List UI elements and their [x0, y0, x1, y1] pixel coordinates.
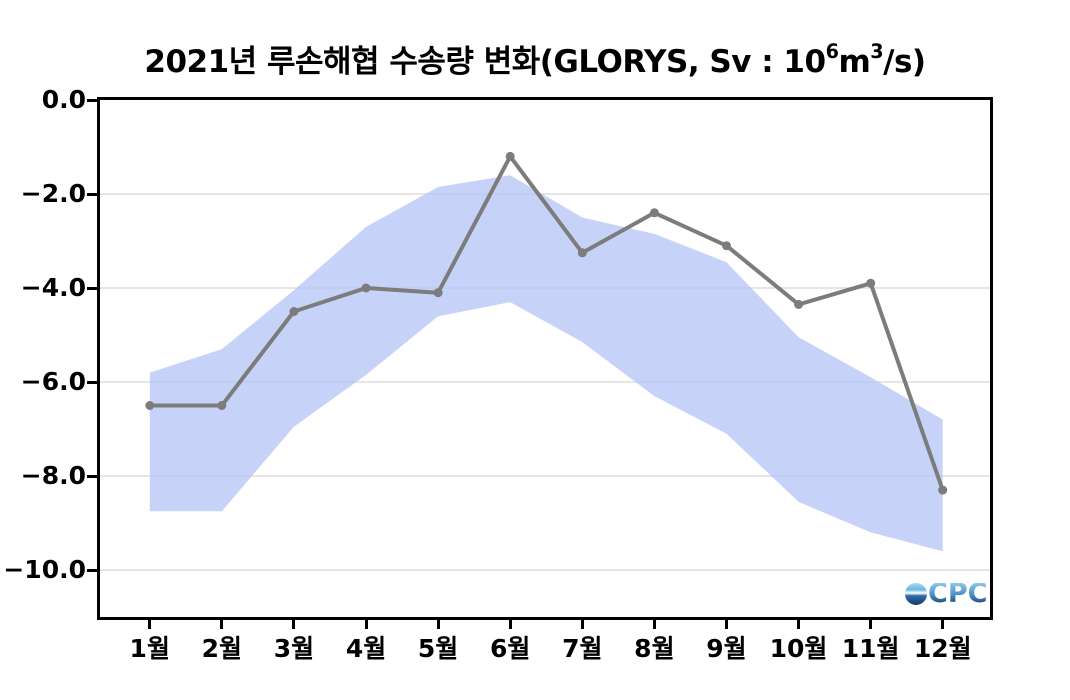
y-tick-mark: [87, 380, 98, 384]
ocpc-logo: CPC: [905, 578, 988, 609]
x-tick-label: 4월: [345, 634, 387, 663]
x-tick-mark: [148, 620, 152, 629]
x-tick-mark: [436, 620, 440, 629]
climatology-band-area: [149, 175, 943, 552]
y-tick-label: −2.0: [20, 179, 86, 208]
x-tick-mark: [724, 620, 728, 629]
x-tick-mark: [580, 620, 584, 629]
ocpc-logo-text: CPC: [928, 578, 988, 609]
x-tick-label: 8월: [634, 634, 675, 663]
y-tick-label: −8.0: [20, 461, 86, 490]
data-point: [361, 283, 371, 293]
y-tick-label: 0.0: [41, 85, 86, 114]
y-tick-mark: [87, 474, 98, 478]
data-point: [938, 485, 948, 495]
chart-title-m: m: [838, 44, 871, 80]
x-tick-label: 7월: [562, 634, 603, 663]
ocpc-logo-globe-icon: [905, 583, 927, 605]
y-tick-label: −10.0: [3, 555, 86, 584]
chart-title-suffix: /s): [883, 44, 926, 80]
data-point: [433, 288, 443, 298]
chart-title-sup3: 3: [870, 39, 884, 63]
x-tick-label: 6월: [489, 634, 531, 663]
data-point: [649, 208, 659, 218]
data-point: [217, 401, 227, 410]
data-point: [794, 299, 804, 309]
chart-title-sup6: 6: [825, 39, 839, 63]
chart-title-text: 2021년 루손해협 수송량 변화(GLORYS, Sv : 10: [144, 44, 826, 80]
data-point: [145, 401, 155, 410]
x-tick-label: 11월: [841, 634, 900, 663]
chart-title: 2021년 루손해협 수송량 변화(GLORYS, Sv : 106m3/s): [0, 36, 1070, 81]
x-tick-mark: [220, 620, 224, 629]
x-tick-label: 2월: [201, 634, 243, 663]
x-tick-label: 12월: [913, 634, 972, 663]
plot-area: CPC: [97, 97, 993, 620]
y-tick-mark: [87, 286, 98, 290]
data-point: [289, 307, 299, 316]
y-tick-label: −6.0: [20, 367, 86, 396]
transport-data-line: [147, 154, 945, 493]
x-tick-label: 3월: [273, 634, 315, 663]
x-tick-mark: [292, 620, 296, 629]
data-point: [577, 248, 587, 258]
y-tick-label: −4.0: [20, 273, 86, 302]
y-tick-mark: [87, 568, 98, 572]
x-tick-label: 5월: [417, 634, 459, 663]
x-tick-mark: [364, 620, 368, 629]
x-tick-label: 1월: [129, 634, 170, 663]
data-point: [866, 278, 876, 288]
x-tick-label: 10월: [769, 634, 828, 663]
y-tick-mark: [87, 192, 98, 196]
x-tick-mark: [941, 620, 945, 629]
x-tick-mark: [508, 620, 512, 629]
y-tick-mark: [87, 98, 98, 102]
x-tick-mark: [652, 620, 656, 629]
x-tick-mark: [869, 620, 873, 629]
data-point: [505, 151, 515, 161]
x-tick-mark: [797, 620, 801, 629]
plot-canvas: [100, 151, 990, 571]
data-point: [722, 241, 731, 251]
x-tick-label: 9월: [706, 634, 747, 663]
